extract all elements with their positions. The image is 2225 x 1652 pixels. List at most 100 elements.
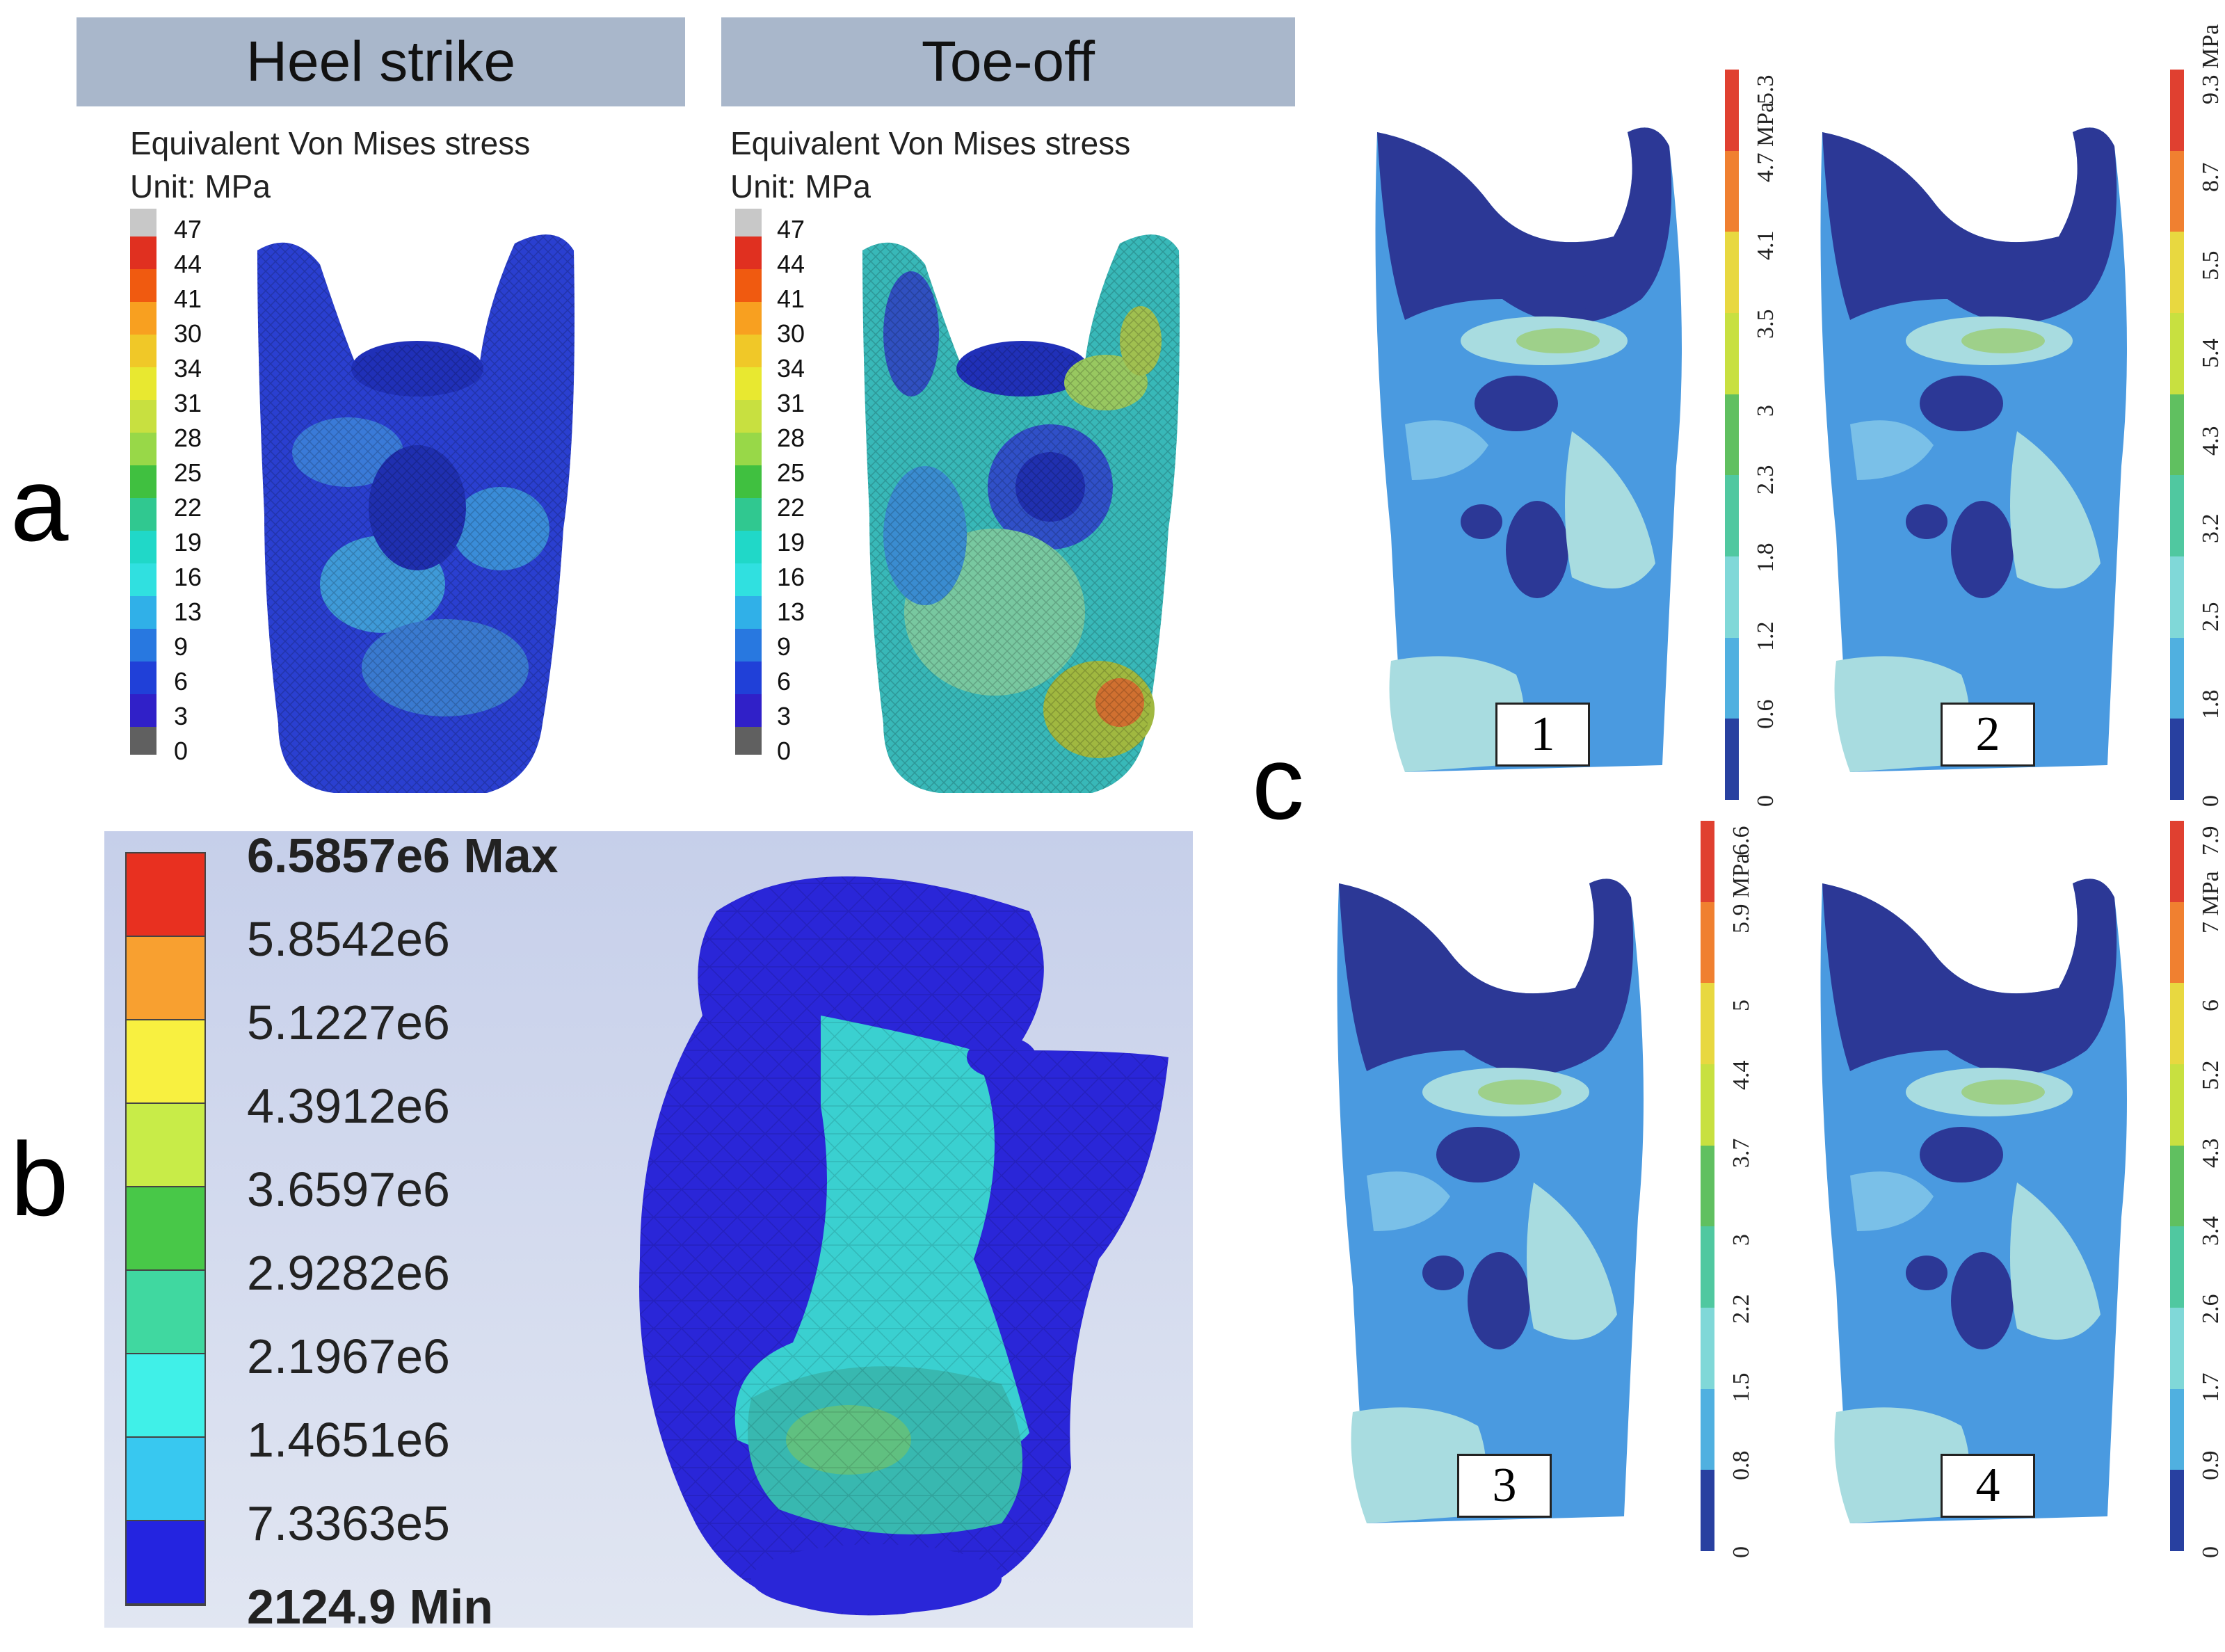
colorbar-tick-label: 7 MPa <box>2198 871 2224 934</box>
colorbar-segment <box>2170 394 2184 476</box>
colorbar-segment <box>1701 821 1714 902</box>
legend-swatch <box>127 937 204 1020</box>
scale-label: 47 <box>777 215 805 243</box>
legend-swatch <box>127 1271 204 1354</box>
scale-swatch <box>130 727 156 755</box>
scale-swatch <box>735 465 762 498</box>
colorbar-segment <box>1725 150 1739 232</box>
scale-label: 31 <box>777 389 805 417</box>
scale-swatch <box>735 236 762 269</box>
scale-label: 3 <box>777 702 792 730</box>
colorbar-tick-label: 9.3 MPa <box>2198 24 2224 104</box>
colorbar-tick-label: 3.7 <box>1728 1138 1754 1168</box>
colorbar-tick-label: 5.3 <box>1753 74 1778 105</box>
colorbar-tick-label: 2.5 <box>2198 602 2224 632</box>
colorbar-segment <box>1701 983 1714 1064</box>
colorbar-segment <box>2170 821 2184 902</box>
scale-swatch <box>735 302 762 335</box>
scale-label: 16 <box>174 563 202 591</box>
scale-swatch <box>735 209 762 236</box>
scale-swatch <box>735 694 762 727</box>
scale-label: 19 <box>174 528 202 556</box>
colorbar-segment <box>2170 70 2184 151</box>
scale-swatch <box>130 661 156 694</box>
socket-3-colorbar <box>1701 821 1714 1551</box>
scale-label: 25 <box>174 458 202 487</box>
scale-swatch <box>130 367 156 400</box>
legend-label: 7.3363e5 <box>247 1496 450 1550</box>
scale-swatch <box>130 465 156 498</box>
scale-swatch <box>735 629 762 661</box>
colorbar-tick-label: 5.4 <box>2198 338 2224 368</box>
colorbar-segment <box>1725 719 1739 800</box>
scale-swatch <box>130 236 156 269</box>
scale-label: 34 <box>777 354 805 383</box>
panel-a-letter: a <box>10 446 69 563</box>
scale-label: 25 <box>777 458 805 487</box>
panel-b-legend-labels: 6.5857e6 Max 5.8542e6 5.1227e6 4.3912e6 3.65… <box>247 814 559 1649</box>
colorbar-tick-label: 3.2 <box>2198 513 2224 544</box>
heel-strike-socket-image <box>257 234 575 794</box>
colorbar-segment <box>2170 1064 2184 1146</box>
scale-swatch <box>130 531 156 563</box>
socket-4-image <box>1808 869 2156 1548</box>
scale-swatch <box>130 563 156 596</box>
toe-off-header: Toe-off <box>721 17 1295 106</box>
colorbar-tick-label: 4.4 <box>1728 1060 1754 1090</box>
scale-label: 44 <box>174 250 202 278</box>
colorbar-segment <box>2170 1388 2184 1470</box>
scale-swatch <box>130 335 156 367</box>
colorbar-segment <box>2170 637 2184 719</box>
colorbar-tick-label: 4.3 <box>2198 426 2224 456</box>
socket-2-number: 2 <box>1941 703 2035 767</box>
heel-legend-title: Equivalent Von Mises stress <box>130 125 531 161</box>
socket-4-colorbar <box>2170 821 2184 1551</box>
colorbar-tick-label: 0 <box>2198 1546 2224 1558</box>
colorbar-tick-label: 5 <box>1728 1000 1754 1012</box>
scale-swatch <box>130 694 156 727</box>
scale-swatch <box>735 367 762 400</box>
legend-swatch <box>127 1187 204 1271</box>
colorbar-tick-label: 2.3 <box>1753 465 1778 495</box>
heel-strike-header: Heel strike <box>77 17 685 106</box>
colorbar-segment <box>2170 1470 2184 1551</box>
legend-label: 6.5857e6 Max <box>247 828 559 883</box>
socket-3-image <box>1325 869 1673 1548</box>
scale-swatch <box>735 531 762 563</box>
colorbar-tick-label: 5.9 MPa <box>1728 853 1754 934</box>
scale-label: 47 <box>174 215 202 243</box>
colorbar-tick-label: 4.1 <box>1753 230 1778 261</box>
scale-swatch <box>735 400 762 433</box>
colorbar-tick-label: 6.6 <box>1728 826 1754 856</box>
legend-label: 5.8542e6 <box>247 912 450 966</box>
scale-label: 6 <box>777 667 792 696</box>
colorbar-segment <box>1701 1145 1714 1227</box>
scale-swatch <box>735 433 762 465</box>
legend-swatch <box>127 1521 204 1605</box>
colorbar-segment <box>2170 983 2184 1064</box>
colorbar-tick-label: 1.8 <box>1753 543 1778 573</box>
toe-legend-title: Equivalent Von Mises stress <box>730 125 1131 161</box>
panel-b-color-legend <box>125 852 206 1606</box>
colorbar-segment <box>2170 150 2184 232</box>
colorbar-segment <box>1725 475 1739 556</box>
scale-label: 34 <box>174 354 202 383</box>
scale-label: 41 <box>777 284 805 313</box>
socket-2-colorbar <box>2170 70 2184 800</box>
scale-swatch <box>735 661 762 694</box>
colorbar-tick-label: 1.8 <box>2198 689 2224 719</box>
legend-label: 2.9282e6 <box>247 1246 450 1300</box>
panel-b-socket-image <box>639 876 1168 1616</box>
colorbar-segment <box>2170 1307 2184 1389</box>
scale-swatch <box>130 269 156 302</box>
scale-swatch <box>735 596 762 629</box>
colorbar-segment <box>1701 1064 1714 1146</box>
colorbar-segment <box>1725 70 1739 151</box>
scale-label: 22 <box>777 493 805 522</box>
scale-label: 6 <box>174 667 188 696</box>
legend-label: 3.6597e6 <box>247 1162 450 1217</box>
scale-swatch <box>130 596 156 629</box>
socket-1-number: 1 <box>1495 703 1590 767</box>
socket-2-image <box>1808 118 2156 796</box>
colorbar-tick-label: 0 <box>2198 795 2224 807</box>
